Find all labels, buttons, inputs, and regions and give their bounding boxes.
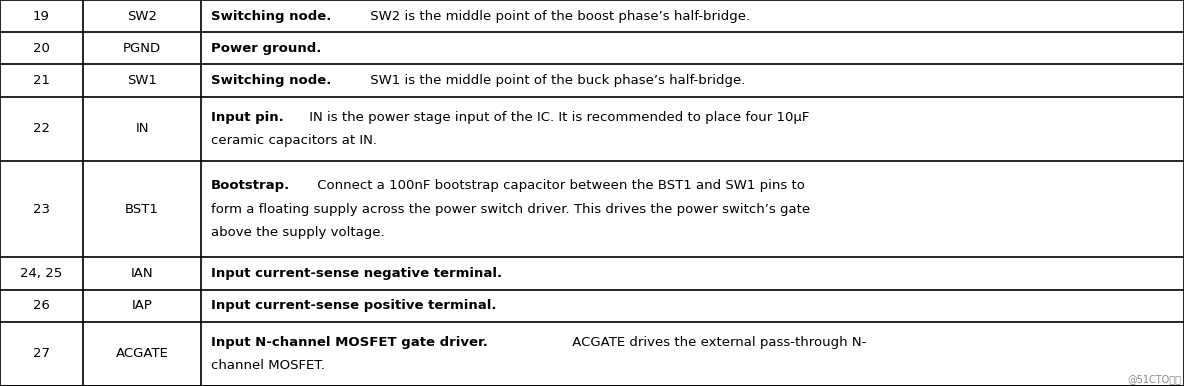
Text: 24, 25: 24, 25 (20, 267, 63, 280)
Text: 21: 21 (33, 74, 50, 87)
Text: IAN: IAN (130, 267, 154, 280)
Text: Switching node.: Switching node. (211, 10, 332, 23)
Text: SW1 is the middle point of the buck phase’s half-bridge.: SW1 is the middle point of the buck phas… (366, 74, 746, 87)
Text: Input N-channel MOSFET gate driver.: Input N-channel MOSFET gate driver. (211, 336, 488, 349)
Text: IN is the power stage input of the IC. It is recommended to place four 10μF: IN is the power stage input of the IC. I… (304, 111, 809, 124)
Text: Input current-sense negative terminal.: Input current-sense negative terminal. (211, 267, 502, 280)
Text: SW2: SW2 (127, 10, 157, 23)
Text: @51CTO博客: @51CTO博客 (1127, 374, 1182, 384)
Text: 23: 23 (33, 203, 50, 216)
Text: SW1: SW1 (127, 74, 157, 87)
Text: 20: 20 (33, 42, 50, 55)
Text: SW2 is the middle point of the boost phase’s half-bridge.: SW2 is the middle point of the boost pha… (366, 10, 751, 23)
Text: PGND: PGND (123, 42, 161, 55)
Text: Input current-sense positive terminal.: Input current-sense positive terminal. (211, 299, 496, 312)
Text: channel MOSFET.: channel MOSFET. (211, 359, 324, 372)
Text: BST1: BST1 (126, 203, 159, 216)
Text: 19: 19 (33, 10, 50, 23)
Text: IN: IN (135, 122, 149, 135)
Text: ceramic capacitors at IN.: ceramic capacitors at IN. (211, 134, 377, 147)
Text: 26: 26 (33, 299, 50, 312)
Text: ACGATE: ACGATE (116, 347, 168, 361)
Text: form a floating supply across the power switch driver. This drives the power swi: form a floating supply across the power … (211, 203, 810, 216)
Text: above the supply voltage.: above the supply voltage. (211, 226, 385, 239)
Text: Bootstrap.: Bootstrap. (211, 179, 290, 193)
Text: Switching node.: Switching node. (211, 74, 332, 87)
Text: ACGATE drives the external pass-through N-: ACGATE drives the external pass-through … (568, 336, 867, 349)
Text: IAP: IAP (131, 299, 153, 312)
Text: 27: 27 (33, 347, 50, 361)
Text: Connect a 100nF bootstrap capacitor between the BST1 and SW1 pins to: Connect a 100nF bootstrap capacitor betw… (313, 179, 805, 193)
Text: Input pin.: Input pin. (211, 111, 283, 124)
Text: 22: 22 (33, 122, 50, 135)
Text: Power ground.: Power ground. (211, 42, 321, 55)
